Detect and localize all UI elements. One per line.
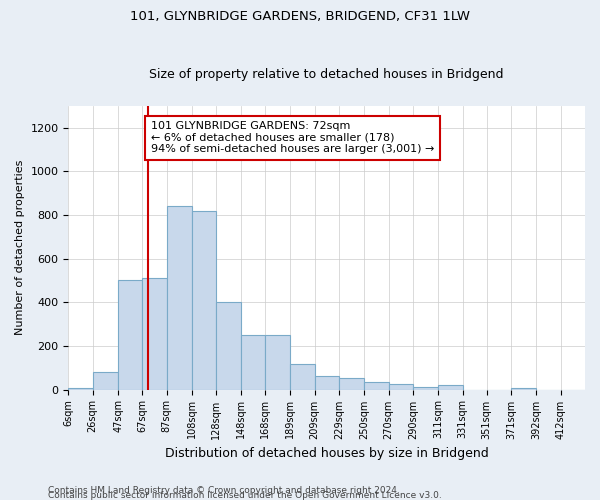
Text: Contains HM Land Registry data © Crown copyright and database right 2024.: Contains HM Land Registry data © Crown c…: [48, 486, 400, 495]
Bar: [413, 388, 438, 390]
Bar: [192, 210, 217, 390]
Bar: [118, 280, 142, 390]
Title: Size of property relative to detached houses in Bridgend: Size of property relative to detached ho…: [149, 68, 504, 81]
Bar: [142, 278, 167, 390]
Text: 101 GLYNBRIDGE GARDENS: 72sqm
← 6% of detached houses are smaller (178)
94% of s: 101 GLYNBRIDGE GARDENS: 72sqm ← 6% of de…: [151, 121, 434, 154]
Bar: [68, 388, 92, 390]
Bar: [339, 378, 364, 390]
Text: 101, GLYNBRIDGE GARDENS, BRIDGEND, CF31 1LW: 101, GLYNBRIDGE GARDENS, BRIDGEND, CF31 …: [130, 10, 470, 23]
Bar: [389, 384, 413, 390]
Bar: [92, 372, 118, 390]
Bar: [265, 335, 290, 390]
Text: Contains public sector information licensed under the Open Government Licence v3: Contains public sector information licen…: [48, 491, 442, 500]
X-axis label: Distribution of detached houses by size in Bridgend: Distribution of detached houses by size …: [165, 447, 488, 460]
Bar: [364, 382, 389, 390]
Bar: [314, 376, 339, 390]
Bar: [438, 385, 463, 390]
Bar: [167, 206, 192, 390]
Bar: [217, 302, 241, 390]
Bar: [511, 388, 536, 390]
Bar: [241, 335, 265, 390]
Bar: [290, 364, 314, 390]
Y-axis label: Number of detached properties: Number of detached properties: [15, 160, 25, 336]
